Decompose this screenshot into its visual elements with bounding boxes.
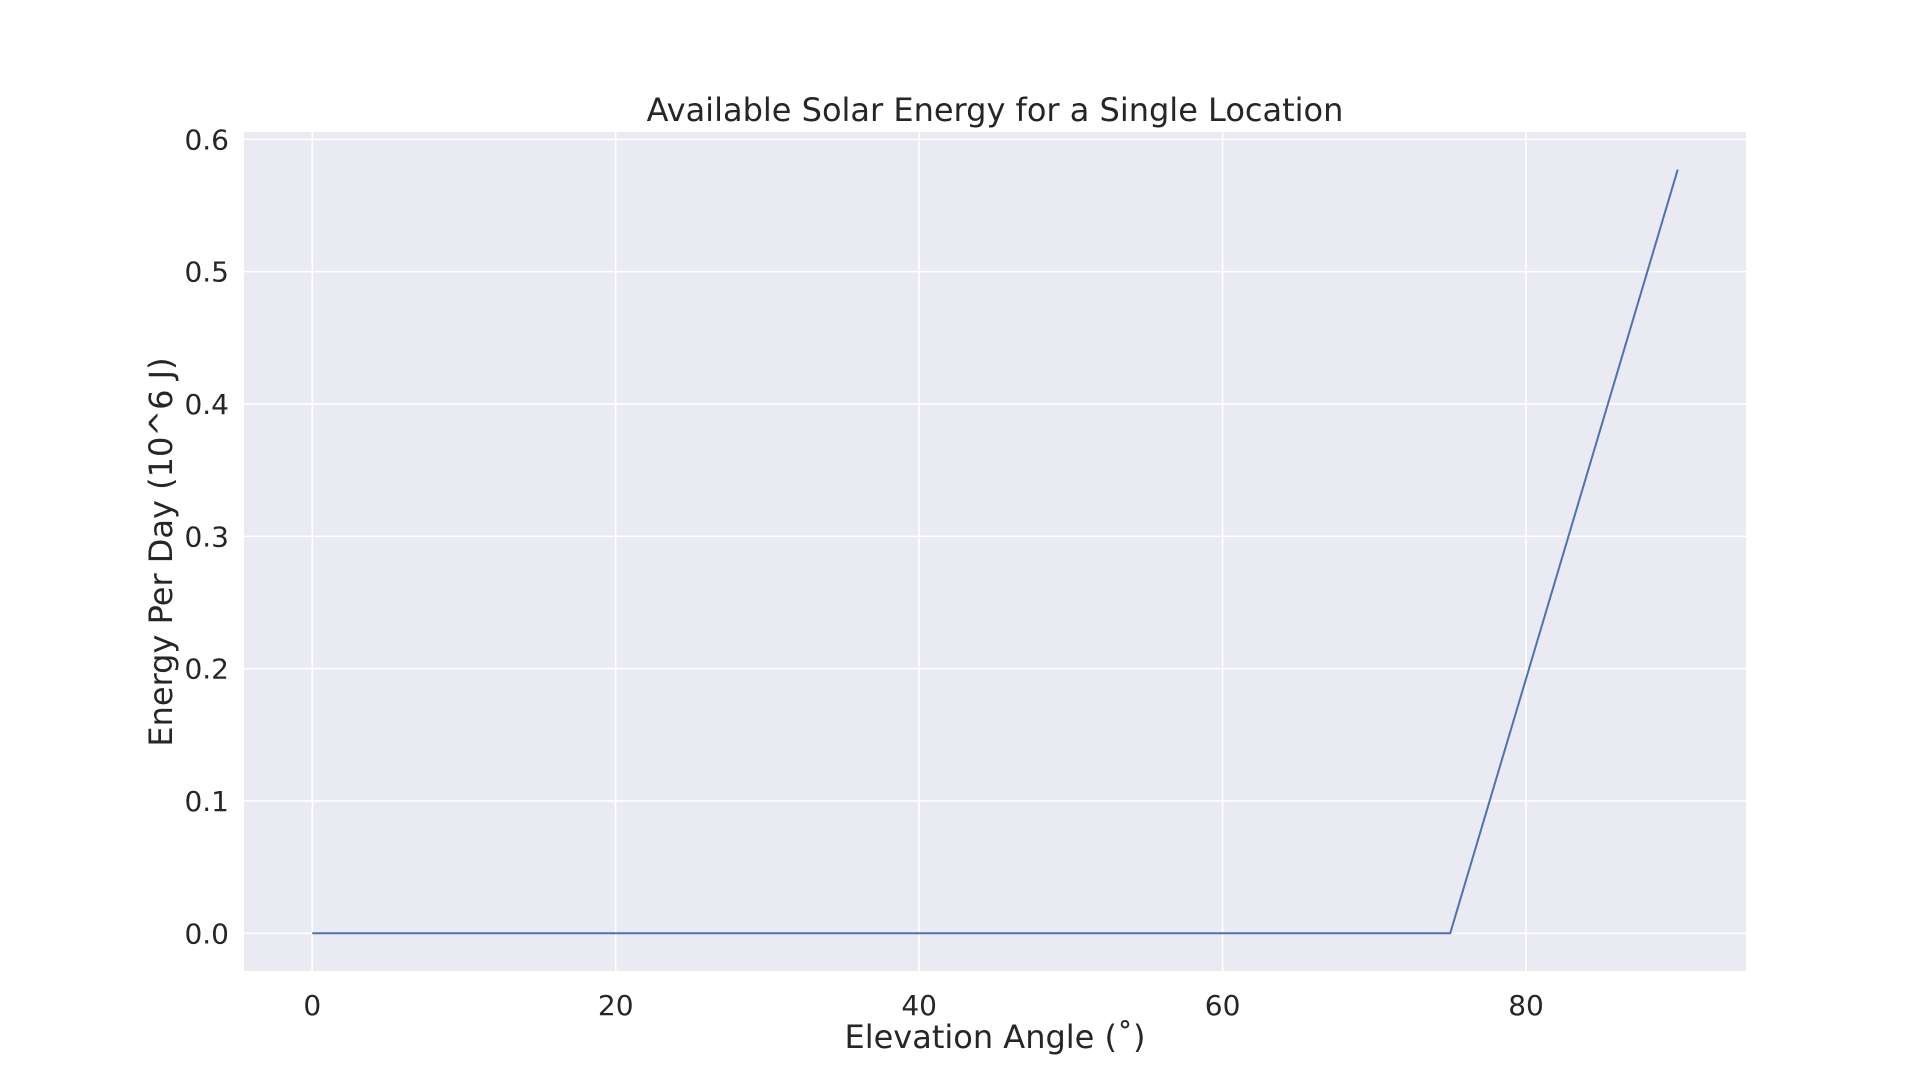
x-tick-label: 60 (1205, 989, 1241, 1022)
y-tick-label: 0.4 (184, 388, 229, 421)
x-axis-label: Elevation Angle (˚) (844, 1018, 1145, 1056)
series-line (312, 169, 1679, 935)
x-tick-label: 80 (1508, 989, 1544, 1022)
chart-title: Available Solar Energy for a Single Loca… (647, 91, 1344, 129)
plot-area (244, 132, 1746, 971)
y-tick-label: 0.6 (184, 123, 229, 156)
series-layer (312, 169, 1679, 935)
x-tick-label: 40 (901, 989, 937, 1022)
y-tick-label: 0.5 (184, 256, 229, 289)
y-tick-label: 0.1 (184, 785, 229, 818)
x-tick-label: 0 (303, 989, 321, 1022)
tick-labels: 0 20 40 60 80 0.0 0.1 0.2 0.3 0.4 0.5 0.6 (184, 123, 1543, 1022)
y-tick-label: 0.3 (184, 520, 229, 553)
y-tick-label: 0.0 (184, 917, 229, 950)
x-tick-label: 20 (598, 989, 634, 1022)
y-axis-label: Energy Per Day (10^6 J) (142, 357, 180, 746)
y-tick-label: 0.2 (184, 653, 229, 686)
